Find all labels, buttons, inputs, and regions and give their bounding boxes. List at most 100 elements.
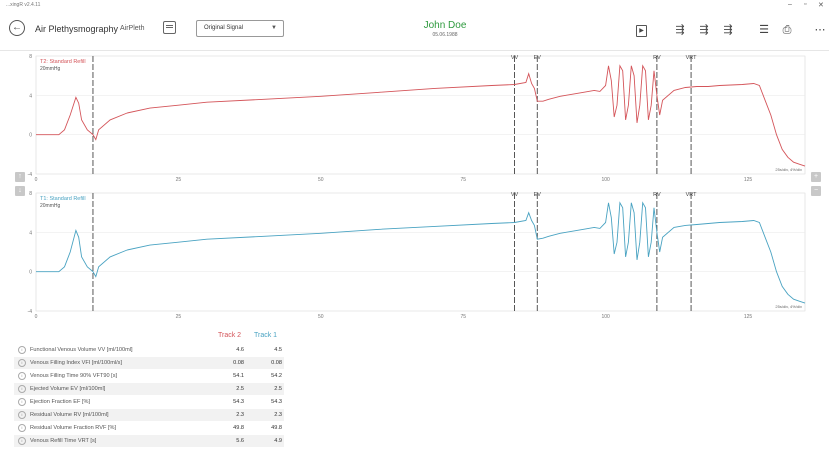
result-track1-value: 49.8	[271, 425, 282, 431]
result-label: Residual Volume RV [ml/100ml]	[30, 412, 109, 418]
zoom-out-icon[interactable]: −	[811, 186, 821, 196]
marker-label: RV	[653, 192, 661, 198]
patient-date: 05.06.1988	[432, 32, 458, 38]
patient-name: John Doe	[423, 20, 467, 31]
result-track1-value: 54.3	[271, 399, 282, 405]
result-track1-value: 4.5	[274, 347, 282, 353]
x-tick-label: 25	[176, 177, 182, 183]
result-track2-value: 54.3	[233, 399, 244, 405]
info-icon[interactable]: i	[18, 424, 26, 432]
close-icon[interactable]: ✕	[818, 2, 824, 9]
track2-header: Track 2	[218, 332, 242, 339]
result-label: Ejected Volume EV [ml/100ml]	[30, 386, 106, 392]
toolbar: ← Air Plethysmography AirPleth Original …	[0, 12, 829, 51]
x-tick-label: 125	[744, 177, 753, 183]
result-row: i Functional Venous Volume VV [ml/100ml] 4…	[14, 344, 284, 356]
module-name: AirPleth	[120, 25, 145, 32]
result-track2-value: 54.1	[233, 373, 244, 379]
y-tick-label: 8	[29, 191, 32, 197]
info-icon[interactable]: i	[18, 437, 26, 445]
signal-line	[36, 201, 806, 304]
signal-select[interactable]: Original Signal ▼	[196, 20, 284, 37]
marker-label: EV	[534, 55, 542, 61]
result-track2-value: 2.5	[236, 386, 244, 392]
play-icon[interactable]: ▶	[636, 25, 647, 37]
zoom-in-icon[interactable]: +	[811, 172, 821, 182]
y-tick-label: 4	[29, 230, 32, 236]
layout-icon[interactable]: ☰	[759, 24, 769, 36]
result-row: i Venous Refill Time VRT [s] 5.6 4.9	[14, 435, 284, 447]
result-track1-value: 4.9	[274, 438, 282, 444]
x-tick-label: 100	[601, 314, 610, 320]
marker-label: EV	[534, 192, 542, 198]
result-track2-value: 5.6	[236, 438, 244, 444]
result-track2-value: 4.6	[236, 347, 244, 353]
result-row: i Venous Filling Time 90% VFT90 [s] 54.1 54…	[14, 370, 284, 382]
info-icon[interactable]: i	[18, 385, 26, 393]
pan-down-icon[interactable]: ↓	[15, 186, 25, 196]
signal-select-value: Original Signal	[204, 25, 244, 31]
info-icon[interactable]: i	[18, 346, 26, 354]
app-version: ...xingR v2.4.11	[6, 2, 41, 8]
export-list-icon[interactable]: ⇶	[699, 24, 709, 36]
marker-label: VRT	[686, 192, 698, 198]
report-icon[interactable]	[163, 21, 176, 34]
window-titlebar: ...xingR v2.4.11 – ▫ ✕	[0, 0, 829, 12]
chart-unit: 20mmHg	[40, 66, 61, 72]
chart-title: T1: Standard Refill	[40, 196, 86, 202]
x-tick-label: 50	[318, 314, 324, 320]
page-title: Air Plethysmography	[35, 24, 119, 34]
export-data-icon[interactable]: ⇶	[723, 24, 733, 36]
info-icon[interactable]: i	[18, 372, 26, 380]
x-tick-label: 0	[35, 314, 38, 320]
x-tick-label: 125	[744, 314, 753, 320]
chevron-down-icon: ▼	[271, 25, 277, 31]
marker-label: VV	[511, 192, 519, 198]
track1-header: Track 1	[254, 332, 278, 339]
plot-frame	[35, 192, 806, 312]
result-label: Venous Filling Index VFI [ml/100ml/s]	[30, 360, 123, 366]
result-row: i Ejection Fraction EF [%] 54.3 54.3	[14, 396, 284, 408]
marker-label: VRT	[686, 55, 698, 61]
chart-unit: 20mmHg	[40, 203, 61, 209]
result-row: i Venous Filling Index VFI [ml/100ml/s] 0.…	[14, 357, 284, 369]
info-icon[interactable]: i	[18, 411, 26, 419]
plot-frame	[35, 55, 806, 175]
marker-label: VV	[511, 55, 519, 61]
result-track2-value: 0.08	[233, 360, 244, 366]
info-icon[interactable]: i	[18, 359, 26, 367]
x-tick-label: 100	[601, 177, 610, 183]
result-row: i Ejected Volume EV [ml/100ml] 2.5 2.5	[14, 383, 284, 395]
result-track1-value: 54.2	[271, 373, 282, 379]
export-track-icon[interactable]: ⇶	[675, 24, 685, 36]
x-tick-label: 25	[176, 314, 182, 320]
scale-note: 25s/div, 4%/div	[775, 167, 802, 172]
back-arrow-icon[interactable]: ←	[9, 20, 25, 36]
result-track2-value: 2.3	[236, 412, 244, 418]
pan-up-icon[interactable]: ↑	[15, 172, 25, 182]
result-track1-value: 0.08	[271, 360, 282, 366]
marker-label: RV	[653, 55, 661, 61]
x-tick-label: 50	[318, 177, 324, 183]
result-label: Venous Refill Time VRT [s]	[30, 438, 97, 444]
y-tick-label: 0	[29, 133, 32, 139]
result-row: i Residual Volume Fraction RVF [%] 49.8 49.…	[14, 422, 284, 434]
y-tick-label: 0	[29, 270, 32, 276]
result-row: i Residual Volume RV [ml/100ml] 2.3 2.3	[14, 409, 284, 421]
more-options-icon[interactable]: ⋯	[814, 24, 826, 36]
y-tick-label: -4	[28, 309, 33, 315]
patient-info: John Doe 05.06.1988	[410, 20, 480, 38]
maximize-icon[interactable]: ▫	[804, 1, 807, 8]
print-icon[interactable]: ⎙	[782, 24, 792, 36]
x-tick-label: 75	[460, 177, 466, 183]
y-tick-label: 4	[29, 93, 32, 99]
info-icon[interactable]: i	[18, 398, 26, 406]
result-label: Ejection Fraction EF [%]	[30, 399, 90, 405]
signal-line	[36, 64, 806, 167]
x-tick-label: 0	[35, 177, 38, 183]
y-tick-label: -4	[28, 172, 33, 178]
minimize-icon[interactable]: –	[788, 1, 792, 8]
